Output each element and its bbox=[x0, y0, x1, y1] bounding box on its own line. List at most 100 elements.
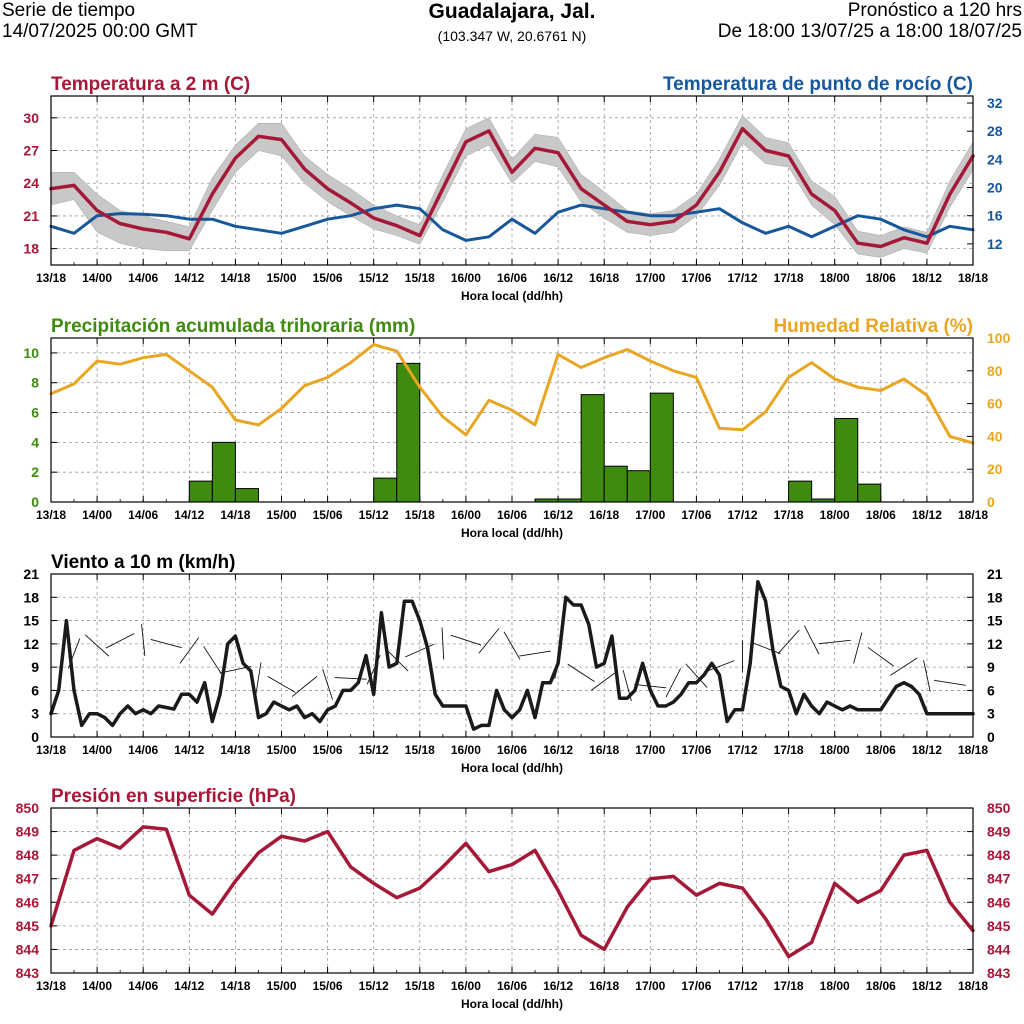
x-tick-label: 14/18 bbox=[220, 743, 250, 757]
x-tick-label: 16/06 bbox=[497, 271, 527, 285]
x-tick-label: 15/06 bbox=[313, 271, 343, 285]
header-left: Serie de tiempo 14/07/2025 00:00 GMT bbox=[2, 0, 197, 42]
y-left-tick-label: 6 bbox=[31, 405, 39, 421]
x-tick-label: 18/00 bbox=[820, 508, 850, 522]
wind-barb bbox=[450, 634, 482, 646]
y-right-tick-label: 100 bbox=[987, 330, 1011, 346]
panel-pressure: 13/18 14/00 14/06 14/12 14/18 15/00 15/06 15/12… bbox=[16, 786, 1011, 1011]
wind-barb bbox=[803, 625, 820, 655]
y-right-tick-label: 20 bbox=[987, 461, 1003, 477]
y-left-tick-label: 844 bbox=[16, 941, 40, 957]
header-series-label: Serie de tiempo bbox=[2, 0, 136, 21]
x-tick-label: 15/12 bbox=[359, 508, 389, 522]
y-left-tick-label: 12 bbox=[23, 636, 39, 652]
x-tick-label: 14/12 bbox=[174, 508, 204, 522]
wind-title: Viento a 10 m (km/h) bbox=[51, 552, 235, 573]
y-left-tick-label: 847 bbox=[16, 871, 40, 887]
x-tick-label: 15/18 bbox=[405, 271, 435, 285]
location-coords: (103.347 W, 20.6761 N) bbox=[437, 28, 587, 44]
x-tick-label: 17/12 bbox=[727, 743, 757, 757]
plot-border bbox=[50, 807, 974, 974]
wind-barb bbox=[590, 671, 618, 691]
x-tick-label: 16/18 bbox=[589, 271, 619, 285]
dewpoint-line bbox=[49, 203, 975, 242]
wind-barb bbox=[853, 632, 863, 664]
x-tick-label: 16/06 bbox=[497, 508, 527, 522]
precip-bar bbox=[626, 470, 651, 503]
x-tick-label: 14/18 bbox=[220, 508, 250, 522]
y-right-tick-label: 32 bbox=[987, 95, 1003, 111]
x-tick-label: 17/00 bbox=[635, 979, 665, 993]
x-tick-label: 18/12 bbox=[912, 979, 942, 993]
y-left-tick-label: 21 bbox=[23, 566, 39, 582]
humidity-line bbox=[49, 343, 975, 445]
x-tick-label: 18/18 bbox=[958, 743, 988, 757]
y-right-tick-label: 21 bbox=[987, 566, 1003, 582]
y-right-tick-label: 847 bbox=[987, 871, 1011, 887]
x-tick-label: 15/00 bbox=[266, 743, 296, 757]
x-tick-label: 17/12 bbox=[727, 979, 757, 993]
x-axis-label: Hora local (dd/hh) bbox=[461, 289, 563, 303]
wind-barb bbox=[750, 641, 781, 654]
precip-bar bbox=[603, 465, 628, 503]
pressure-line bbox=[49, 825, 975, 959]
y-left-tick-label: 843 bbox=[16, 965, 40, 981]
x-tick-label: 14/06 bbox=[128, 979, 158, 993]
header-right: Pronóstico a 120 hrs De 18:00 13/07/25 a… bbox=[718, 0, 1022, 42]
x-tick-label: 18/12 bbox=[912, 508, 942, 522]
x-tick-label: 15/00 bbox=[266, 979, 296, 993]
wind-speed-line bbox=[49, 580, 975, 731]
y-right-tick-label: 849 bbox=[987, 824, 1011, 840]
x-tick-label: 16/06 bbox=[497, 743, 527, 757]
forecast-range: De 18:00 13/07/25 a 18:00 18/07/25 bbox=[717, 21, 1022, 42]
wind-barb bbox=[441, 627, 445, 660]
precip-bar bbox=[834, 418, 859, 503]
y-right-tick-label: 3 bbox=[987, 706, 995, 722]
x-axis-label: Hora local (dd/hh) bbox=[461, 526, 563, 540]
x-tick-label: 13/18 bbox=[36, 271, 66, 285]
header-run-time: 14/07/2025 00:00 GMT bbox=[2, 21, 198, 42]
y-right-tick-label: 40 bbox=[987, 428, 1003, 444]
x-tick-label: 18/06 bbox=[866, 271, 896, 285]
x-tick-label: 17/18 bbox=[774, 979, 804, 993]
y-left-tick-label: 850 bbox=[16, 800, 40, 816]
wind-barb bbox=[923, 660, 931, 692]
x-tick-label: 15/12 bbox=[359, 743, 389, 757]
precip-bar bbox=[234, 488, 259, 503]
x-tick-label: 17/06 bbox=[681, 743, 711, 757]
wind-barb bbox=[105, 633, 135, 649]
temperature-title: Temperatura a 2 m (C) bbox=[51, 74, 250, 95]
x-tick-label: 16/18 bbox=[589, 508, 619, 522]
y-right-tick-label: 843 bbox=[987, 965, 1011, 981]
x-tick-label: 15/18 bbox=[405, 743, 435, 757]
y-left-tick-label: 15 bbox=[23, 613, 39, 629]
x-tick-label: 17/12 bbox=[727, 508, 757, 522]
x-tick-label: 16/12 bbox=[543, 979, 573, 993]
precip-bar bbox=[580, 394, 605, 503]
x-tick-label: 15/06 bbox=[313, 979, 343, 993]
y-left-tick-label: 8 bbox=[31, 375, 39, 391]
x-tick-label: 15/00 bbox=[266, 508, 296, 522]
x-tick-label: 16/00 bbox=[451, 271, 481, 285]
wind-barb bbox=[503, 631, 521, 660]
y-right-tick-label: 844 bbox=[987, 941, 1011, 957]
wind-barb bbox=[334, 677, 367, 680]
wind-barb bbox=[890, 657, 918, 676]
precip-bar bbox=[188, 480, 213, 503]
y-left-tick-label: 4 bbox=[31, 434, 39, 450]
y-left-tick-label: 24 bbox=[23, 175, 39, 191]
wind-barb bbox=[818, 639, 851, 645]
y-left-tick-label: 18 bbox=[23, 589, 39, 605]
wind-barb bbox=[322, 668, 333, 700]
y-right-tick-label: 12 bbox=[987, 236, 1003, 252]
y-right-tick-label: 15 bbox=[987, 613, 1003, 629]
x-axis-label: Hora local (dd/hh) bbox=[461, 761, 563, 775]
precip-bar bbox=[649, 392, 674, 503]
x-tick-label: 15/06 bbox=[313, 743, 343, 757]
x-tick-label: 14/00 bbox=[82, 979, 112, 993]
y-right-tick-label: 846 bbox=[987, 894, 1011, 910]
wind-barb bbox=[934, 679, 966, 686]
x-tick-label: 16/00 bbox=[451, 743, 481, 757]
wind-barb bbox=[777, 629, 800, 655]
panel-precipitation: 13/18 14/00 14/06 14/12 14/18 15/00 15/06 15/12… bbox=[23, 316, 1010, 540]
